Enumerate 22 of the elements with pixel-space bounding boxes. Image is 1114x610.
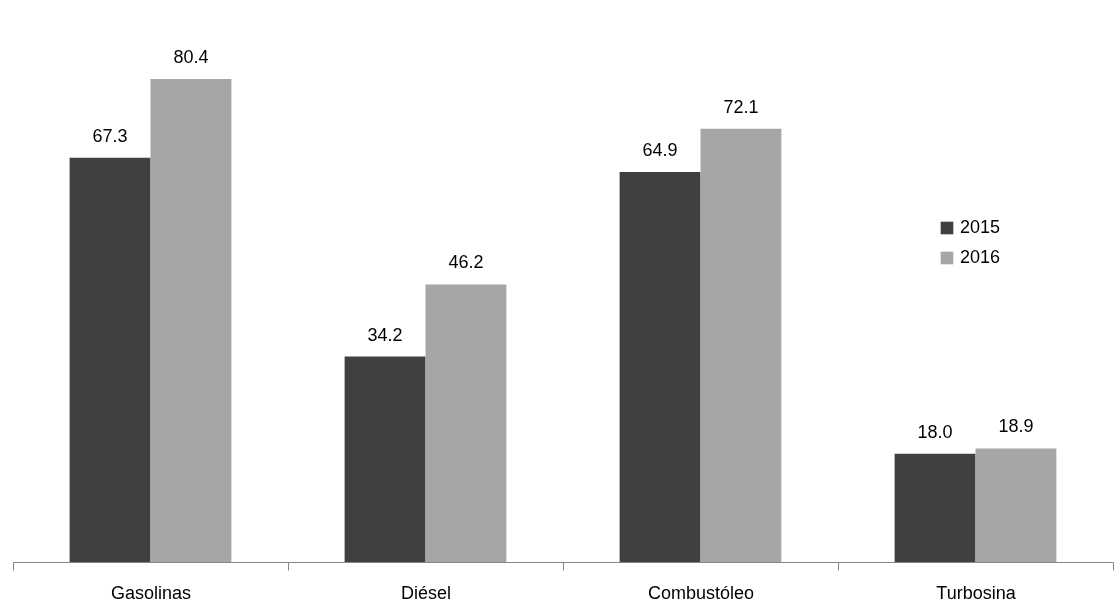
bar — [425, 284, 507, 562]
data-label: 18.0 — [917, 421, 953, 442]
bar — [69, 157, 151, 562]
bar — [975, 448, 1057, 562]
data-label: 18.9 — [998, 416, 1034, 437]
data-label: 67.3 — [92, 125, 128, 146]
x-tick-label: Combustóleo — [647, 582, 755, 603]
data-label: 46.2 — [448, 252, 484, 273]
bar — [150, 79, 232, 562]
x-tick-label: Diésel — [400, 582, 452, 603]
bar — [700, 128, 782, 562]
data-label: 64.9 — [642, 140, 678, 161]
legend-label: 2016 — [960, 247, 1001, 267]
x-tick-label: Gasolinas — [110, 582, 192, 603]
legend-label: 2015 — [960, 217, 1001, 237]
data-label: 34.2 — [367, 324, 403, 345]
data-label: 80.4 — [173, 47, 209, 67]
x-tick-label: Turbosina — [936, 582, 1017, 603]
bar — [894, 453, 976, 562]
data-label: 72.1 — [723, 96, 759, 117]
bar — [344, 356, 426, 562]
bar — [619, 172, 701, 562]
